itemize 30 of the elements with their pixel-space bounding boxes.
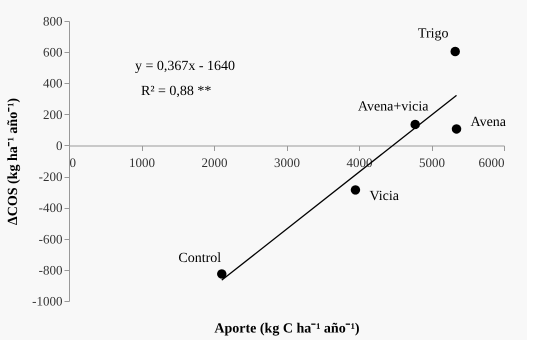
y-tick-label: 400 — [43, 76, 62, 91]
point — [350, 185, 360, 195]
y-axis-title: ΔCOS (kg ha⁻¹ año⁻¹) — [6, 98, 22, 226]
y-tick-label: 0 — [56, 138, 62, 153]
annotation: Avena — [470, 114, 507, 130]
annotation: R² = 0,88 ** — [141, 84, 212, 99]
annotation: Vicia — [369, 188, 400, 204]
y-tick-label: -400 — [38, 200, 62, 216]
x-tick-label: 3000 — [274, 154, 300, 170]
annotation: Trigo — [418, 26, 449, 42]
annotation: Avena+vicia — [358, 99, 430, 114]
x-axis-title: Aporte (kg C ha⁻¹ año⁻¹) — [214, 322, 360, 336]
x-tick-label: 1000 — [129, 154, 155, 170]
point — [450, 46, 460, 56]
x-tick-label: 2000 — [202, 154, 228, 170]
point — [217, 269, 226, 279]
point — [452, 124, 462, 134]
y-tick-label: -200 — [38, 169, 62, 184]
x-tick-label: 4000 — [346, 154, 372, 170]
annotation: y = 0,367x - 1640 — [135, 59, 236, 74]
x-tick-label: 6000 — [478, 154, 504, 170]
y-tick-label: 200 — [43, 106, 62, 122]
y-tick-label: -800 — [38, 262, 62, 278]
y-tick-label: 800 — [43, 14, 62, 28]
x-tick-label: 0 — [70, 154, 76, 170]
y-tick-label: -1000 — [32, 294, 62, 308]
y-tick-label: -600 — [38, 231, 62, 246]
x-tick-label: 5000 — [419, 154, 445, 170]
annotation: Control — [178, 250, 222, 266]
y-tick-label: 600 — [43, 44, 62, 60]
